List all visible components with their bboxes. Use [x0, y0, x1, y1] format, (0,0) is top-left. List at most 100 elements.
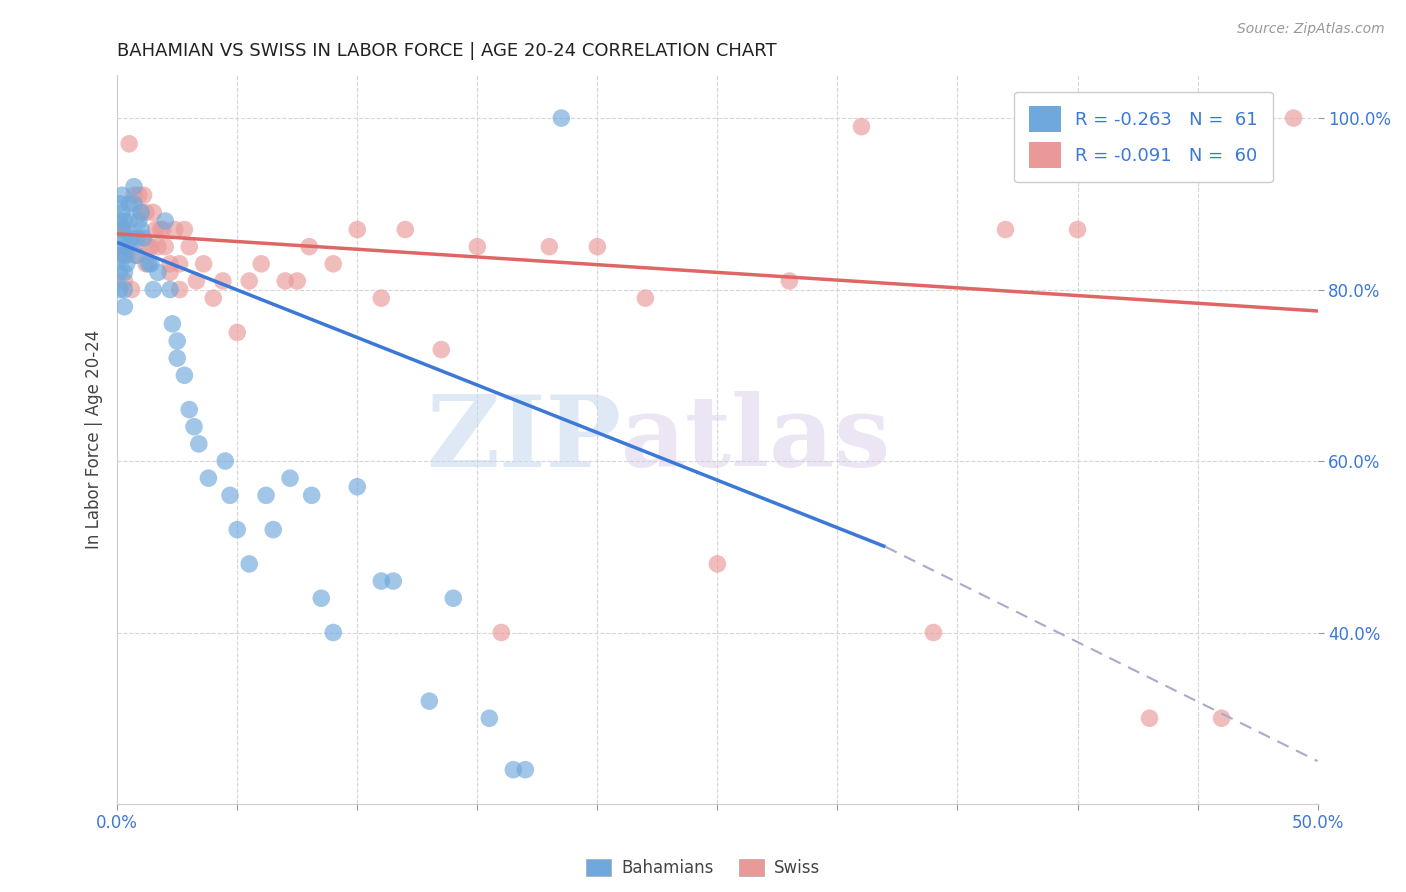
Point: [112, 283, 135, 297]
Point: [135, 257, 157, 271]
Point: [1282, 111, 1305, 125]
Point: [298, 240, 321, 254]
Point: [465, 240, 488, 254]
Point: [111, 222, 134, 236]
Point: [301, 488, 323, 502]
Point: [322, 625, 344, 640]
Point: [111, 240, 134, 254]
Point: [118, 196, 141, 211]
Legend: Bahamians, Swiss: Bahamians, Swiss: [579, 852, 827, 884]
Point: [111, 188, 134, 202]
Point: [226, 326, 249, 340]
Text: atlas: atlas: [621, 391, 891, 488]
Text: ZIP: ZIP: [426, 391, 621, 488]
Point: [125, 248, 148, 262]
Point: [132, 188, 155, 202]
Point: [146, 240, 169, 254]
Point: [586, 240, 609, 254]
Point: [166, 351, 188, 366]
Point: [219, 488, 242, 502]
Point: [418, 694, 440, 708]
Point: [118, 214, 141, 228]
Point: [226, 523, 249, 537]
Point: [128, 231, 150, 245]
Point: [112, 231, 135, 245]
Point: [153, 240, 176, 254]
Point: [139, 257, 162, 271]
Point: [122, 179, 145, 194]
Point: [146, 265, 169, 279]
Point: [125, 248, 148, 262]
Point: [382, 574, 405, 588]
Point: [922, 625, 945, 640]
Point: [346, 480, 368, 494]
Point: [278, 471, 301, 485]
Point: [202, 291, 225, 305]
Point: [115, 248, 138, 262]
Point: [128, 214, 150, 228]
Point: [108, 214, 131, 228]
Point: [159, 265, 181, 279]
Point: [169, 283, 191, 297]
Point: [370, 291, 392, 305]
Point: [274, 274, 297, 288]
Point: [285, 274, 308, 288]
Point: [108, 283, 131, 297]
Point: [430, 343, 453, 357]
Point: [634, 291, 657, 305]
Point: [179, 240, 201, 254]
Point: [994, 222, 1017, 236]
Point: [502, 763, 524, 777]
Point: [394, 222, 416, 236]
Point: [149, 222, 172, 236]
Point: [139, 240, 162, 254]
Point: [111, 205, 134, 219]
Point: [238, 557, 260, 571]
Point: [183, 419, 205, 434]
Point: [478, 711, 501, 725]
Point: [159, 257, 181, 271]
Point: [121, 231, 143, 245]
Point: [262, 523, 284, 537]
Point: [173, 222, 195, 236]
Point: [179, 402, 201, 417]
Point: [706, 557, 728, 571]
Point: [121, 283, 143, 297]
Point: [538, 240, 561, 254]
Point: [118, 136, 141, 151]
Point: [129, 205, 152, 219]
Point: [122, 188, 145, 202]
Point: [111, 222, 134, 236]
Point: [322, 257, 344, 271]
Point: [1139, 711, 1161, 725]
Point: [186, 274, 208, 288]
Point: [129, 205, 152, 219]
Point: [254, 488, 277, 502]
Point: [112, 222, 135, 236]
Point: [250, 257, 273, 271]
Point: [142, 205, 165, 219]
Point: [187, 437, 209, 451]
Point: [238, 274, 260, 288]
Point: [138, 240, 160, 254]
Point: [138, 257, 160, 271]
Point: [166, 334, 188, 348]
Point: [112, 248, 135, 262]
Point: [309, 591, 332, 606]
Point: [142, 283, 165, 297]
Point: [211, 274, 233, 288]
Point: [550, 111, 572, 125]
Point: [115, 240, 138, 254]
Point: [122, 196, 145, 211]
Point: [132, 231, 155, 245]
Point: [193, 257, 215, 271]
Point: [115, 257, 138, 271]
Point: [162, 317, 184, 331]
Point: [173, 368, 195, 383]
Point: [441, 591, 464, 606]
Point: [108, 222, 131, 236]
Point: [125, 231, 148, 245]
Point: [108, 265, 131, 279]
Point: [169, 257, 191, 271]
Point: [370, 574, 392, 588]
